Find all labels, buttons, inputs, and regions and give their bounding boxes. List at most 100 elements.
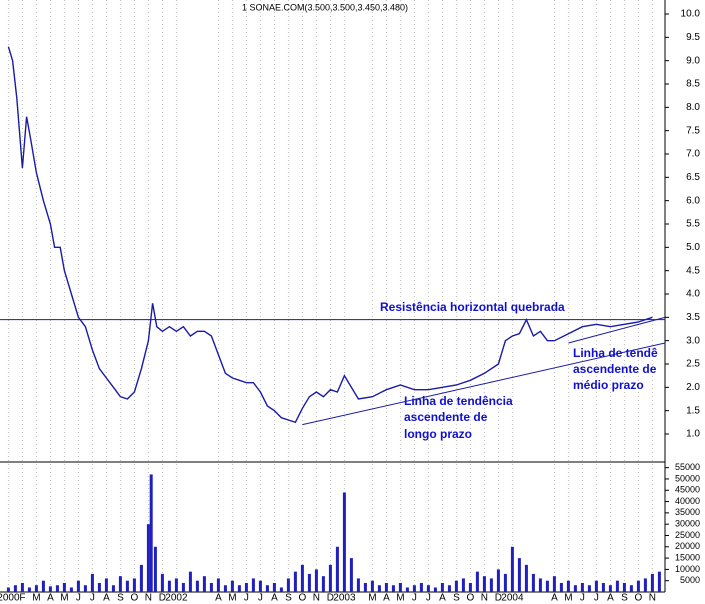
y-tick-label: 20000 bbox=[675, 541, 700, 551]
volume-bar bbox=[160, 573, 164, 592]
volume-bar bbox=[538, 578, 542, 592]
volume-bar bbox=[286, 578, 290, 592]
x-tick-label: 2003 bbox=[333, 593, 356, 604]
volume-bar bbox=[503, 573, 507, 592]
volume-bar bbox=[419, 582, 423, 592]
annotation: ascendente de bbox=[404, 410, 488, 424]
y-tick-label: 8.5 bbox=[686, 79, 700, 90]
volume-bar bbox=[300, 564, 304, 592]
volume-bar bbox=[83, 585, 87, 592]
volume-bar bbox=[405, 587, 409, 592]
volume-bar bbox=[244, 582, 248, 592]
y-tick-label: 55000 bbox=[675, 462, 700, 472]
y-tick-label: 4.5 bbox=[686, 265, 700, 276]
x-tick-label: M bbox=[32, 593, 40, 604]
volume-bar bbox=[97, 582, 101, 592]
volume-bar bbox=[510, 546, 514, 592]
volume-bar bbox=[496, 569, 500, 592]
volume-bar bbox=[468, 582, 472, 592]
volume-bar bbox=[363, 582, 367, 592]
x-tick-label: D bbox=[495, 593, 502, 604]
x-tick-label: A bbox=[215, 593, 222, 604]
x-tick-label: S bbox=[285, 593, 292, 604]
x-tick-label: J bbox=[594, 593, 599, 604]
volume-bar bbox=[293, 571, 297, 592]
x-tick-label: J bbox=[412, 593, 417, 604]
volume-bar bbox=[223, 585, 227, 592]
x-tick-label: J bbox=[90, 593, 95, 604]
volume-bar bbox=[328, 564, 332, 592]
volume-bar bbox=[391, 585, 395, 592]
volume-bar bbox=[41, 580, 45, 592]
y-tick-label: 7.5 bbox=[686, 125, 700, 136]
volume-bar bbox=[174, 578, 178, 592]
y-tick-label: 45000 bbox=[675, 485, 700, 495]
volume-bar bbox=[237, 585, 241, 592]
volume-bar bbox=[587, 585, 591, 592]
x-tick-label: M bbox=[564, 593, 572, 604]
x-tick-label: J bbox=[76, 593, 81, 604]
volume-bar bbox=[34, 585, 38, 592]
volume-bar bbox=[13, 585, 17, 592]
volume-bar bbox=[251, 578, 255, 592]
volume-bar bbox=[447, 585, 451, 592]
volume-bar bbox=[622, 582, 626, 592]
volume-bar bbox=[321, 576, 325, 592]
y-tick-label: 3.5 bbox=[686, 312, 700, 323]
x-tick-label: 2002 bbox=[165, 593, 188, 604]
volume-bar bbox=[125, 580, 129, 592]
volume-bar bbox=[461, 578, 465, 592]
x-tick-label: O bbox=[299, 593, 307, 604]
volume-bar bbox=[149, 474, 153, 592]
volume-bar bbox=[118, 576, 122, 592]
volume-bar bbox=[69, 587, 73, 592]
volume-bar bbox=[272, 582, 276, 592]
y-tick-label: 5.5 bbox=[686, 219, 700, 230]
y-tick-label: 4.0 bbox=[686, 289, 700, 300]
x-tick-label: J bbox=[580, 593, 585, 604]
annotation: Resistência horizontal quebrada bbox=[380, 300, 565, 314]
volume-bar bbox=[426, 585, 430, 592]
volume-bar bbox=[27, 587, 31, 592]
x-tick-label: N bbox=[649, 593, 656, 604]
volume-bar bbox=[657, 571, 661, 592]
x-tick-label: J bbox=[426, 593, 431, 604]
x-tick-label: M bbox=[228, 593, 236, 604]
y-tick-label: 8.0 bbox=[686, 102, 700, 113]
volume-bar bbox=[111, 585, 115, 592]
volume-bar bbox=[552, 576, 556, 592]
volume-bar bbox=[181, 582, 185, 592]
trend-line bbox=[568, 316, 666, 344]
volume-bar bbox=[454, 580, 458, 592]
volume-bar bbox=[90, 573, 94, 592]
volume-bar bbox=[440, 582, 444, 592]
x-tick-label: A bbox=[439, 593, 446, 604]
volume-bar bbox=[48, 586, 52, 592]
y-tick-label: 5000 bbox=[680, 575, 700, 585]
volume-bar bbox=[636, 580, 640, 592]
volume-bar bbox=[601, 582, 605, 592]
price-line bbox=[7, 46, 653, 424]
x-tick-label: M bbox=[368, 593, 376, 604]
x-tick-label: J bbox=[244, 593, 249, 604]
volume-bar bbox=[62, 582, 66, 592]
x-tick-label: A bbox=[383, 593, 390, 604]
volume-bar bbox=[209, 582, 213, 592]
y-tick-label: 2.5 bbox=[686, 359, 700, 370]
y-tick-label: 1.0 bbox=[686, 429, 700, 440]
volume-bar bbox=[559, 582, 563, 592]
y-tick-label: 10000 bbox=[675, 564, 700, 574]
annotation: ascendente de bbox=[573, 362, 657, 376]
x-tick-label: F bbox=[19, 593, 25, 604]
x-tick-label: A bbox=[271, 593, 278, 604]
volume-bar bbox=[230, 580, 234, 592]
volume-bar bbox=[377, 585, 381, 592]
volume-bar bbox=[349, 558, 353, 592]
volume-bar bbox=[573, 585, 577, 592]
y-tick-label: 10.0 bbox=[681, 9, 701, 20]
volume-bar bbox=[398, 582, 402, 592]
y-tick-label: 9.0 bbox=[686, 55, 700, 66]
y-tick-label: 2.0 bbox=[686, 382, 700, 393]
volume-bar bbox=[342, 492, 346, 592]
